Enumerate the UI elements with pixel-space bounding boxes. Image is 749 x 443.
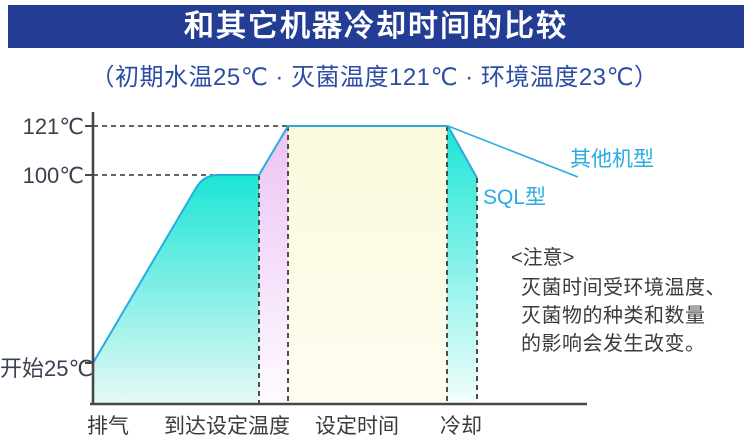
caution-note-heading: <注意> bbox=[511, 247, 575, 269]
x-axis-label-reach-set-temp: 到达设定温度 bbox=[164, 415, 290, 438]
x-axis-label-set-time: 设定时间 bbox=[315, 415, 399, 438]
caution-note-line-1: 灭菌时间受环境温度、 bbox=[521, 277, 726, 299]
caution-note: <注意> 灭菌时间受环境温度、 灭菌物的种类和数量 的影响会发生改变。 bbox=[511, 241, 726, 358]
caution-note-line-3: 的影响会发生改变。 bbox=[521, 333, 706, 355]
other-models-cooling-curve-line bbox=[447, 125, 579, 178]
legend-label-other-models: 其他机型 bbox=[570, 148, 654, 171]
subtitle-conditions: （初期水温25℃ · 灭菌温度121℃ · 环境温度23℃） bbox=[90, 64, 659, 91]
sql-cooling-curve-line bbox=[447, 125, 478, 179]
y-axis-label-100c: 100℃ bbox=[22, 163, 84, 188]
set-time-phase-area bbox=[288, 126, 447, 403]
reach-set-temp-phase-area bbox=[259, 126, 288, 403]
x-axis-label-cooling: 冷却 bbox=[440, 415, 482, 438]
title-banner: 和其它机器冷却时间的比较 bbox=[8, 5, 744, 48]
y-axis-label-start-25c: 开始25℃ bbox=[0, 356, 94, 381]
cooling-phase-area-sql bbox=[447, 126, 477, 403]
caution-note-line-2: 灭菌物的种类和数量 bbox=[521, 305, 706, 327]
heating-curve-line bbox=[92, 125, 448, 364]
y-axis-label-121c: 121℃ bbox=[22, 114, 84, 139]
exhaust-phase-area bbox=[93, 175, 259, 403]
page-title: 和其它机器冷却时间的比较 bbox=[184, 10, 568, 43]
x-axis-label-exhaust: 排气 bbox=[87, 415, 129, 438]
legend-label-sql-model: SQL型 bbox=[483, 186, 547, 209]
